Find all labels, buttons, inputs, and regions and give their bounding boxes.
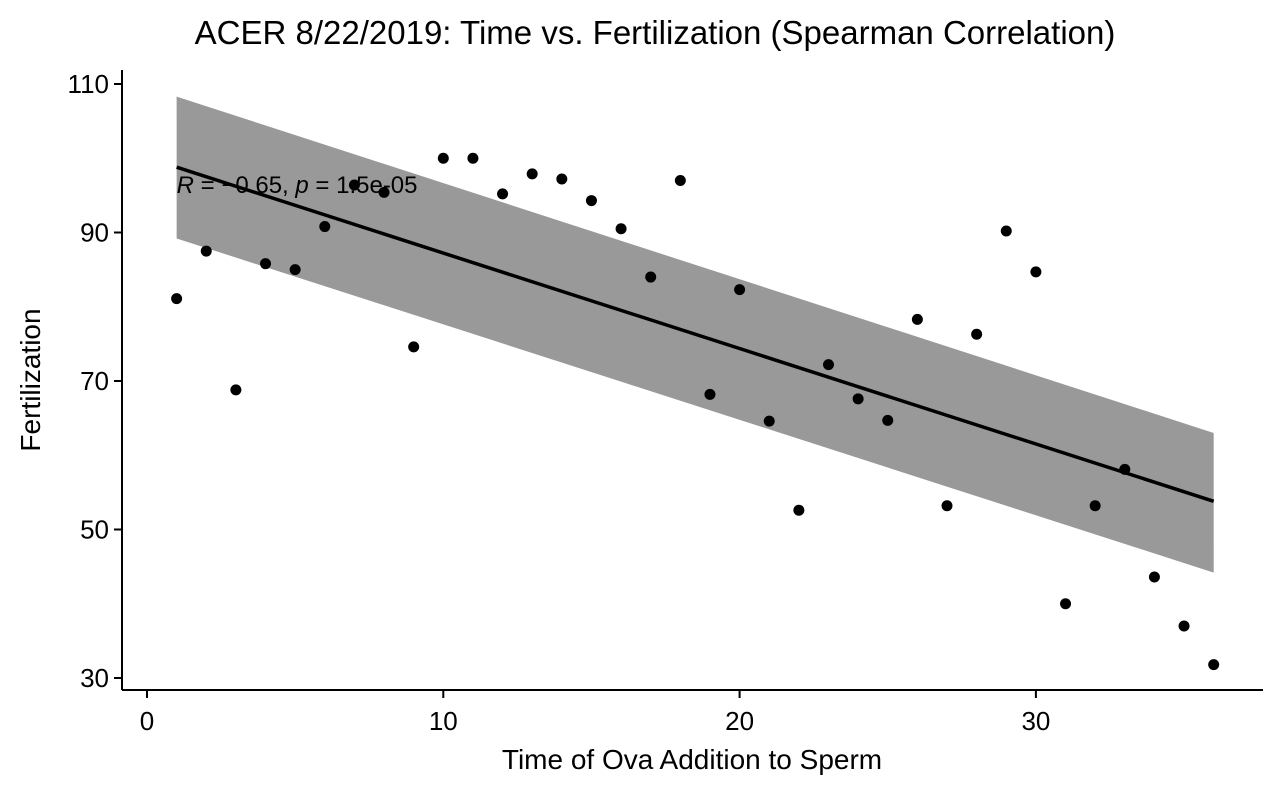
- data-point: [171, 293, 183, 305]
- y-axis-title: Fertilization: [15, 308, 46, 451]
- y-tick-label: 110: [68, 69, 109, 99]
- data-point: [852, 393, 864, 405]
- y-tick-label: 30: [80, 663, 109, 693]
- data-point: [289, 264, 301, 276]
- data-point: [822, 359, 834, 371]
- x-axis-title: Time of Ova Addition to Sperm: [502, 744, 882, 775]
- x-tick-label: 20: [725, 706, 754, 736]
- regression-line: [176, 165, 1215, 503]
- data-point: [585, 195, 597, 207]
- data-points: [171, 152, 1220, 671]
- data-point: [763, 415, 775, 427]
- x-tick-label: 10: [429, 706, 458, 736]
- data-point: [1089, 500, 1101, 512]
- data-point: [1208, 659, 1220, 671]
- y-tick-label: 50: [80, 515, 109, 545]
- data-point: [319, 221, 331, 233]
- data-point: [1148, 571, 1160, 583]
- correlation-annotation: R = −0.65, p = 1.5e-05: [177, 172, 418, 199]
- data-point: [645, 271, 657, 283]
- data-point: [408, 341, 420, 353]
- data-point: [615, 223, 627, 235]
- data-point: [734, 284, 746, 296]
- data-point: [1000, 225, 1012, 237]
- x-tick-label: 0: [140, 706, 154, 736]
- data-point: [260, 258, 272, 270]
- annotation-p-symbol: p: [294, 172, 308, 199]
- data-point: [1030, 266, 1042, 278]
- y-tick-label: 90: [80, 218, 109, 248]
- data-point: [497, 188, 509, 200]
- x-axis: 0 10 20 30: [122, 689, 1263, 736]
- data-point: [911, 313, 923, 325]
- data-point: [1060, 598, 1072, 610]
- data-point: [674, 175, 686, 187]
- y-axis: 30 50 70 90 110: [68, 69, 123, 693]
- data-point: [526, 168, 538, 180]
- data-point: [378, 186, 390, 198]
- x-tick-label: 30: [1021, 706, 1050, 736]
- data-point: [1178, 620, 1190, 632]
- data-point: [230, 384, 242, 396]
- annotation-r-value: = −0.65,: [194, 172, 295, 199]
- chart-title: ACER 8/22/2019: Time vs. Fertilization (…: [195, 14, 1116, 51]
- data-point: [467, 152, 479, 164]
- data-point: [882, 414, 894, 426]
- data-point: [437, 152, 449, 164]
- data-point: [200, 245, 212, 257]
- data-point: [941, 500, 953, 512]
- annotation-r-symbol: R: [177, 172, 194, 199]
- annotation-p-value: = 1.5e-05: [309, 172, 418, 199]
- data-point: [971, 328, 983, 340]
- data-point: [556, 173, 568, 185]
- y-tick-label: 70: [80, 366, 109, 396]
- plot-area: R = −0.65, p = 1.5e-05: [171, 96, 1220, 671]
- data-point: [1119, 463, 1131, 475]
- data-point: [704, 388, 716, 400]
- data-point: [793, 504, 805, 516]
- data-point: [348, 179, 360, 191]
